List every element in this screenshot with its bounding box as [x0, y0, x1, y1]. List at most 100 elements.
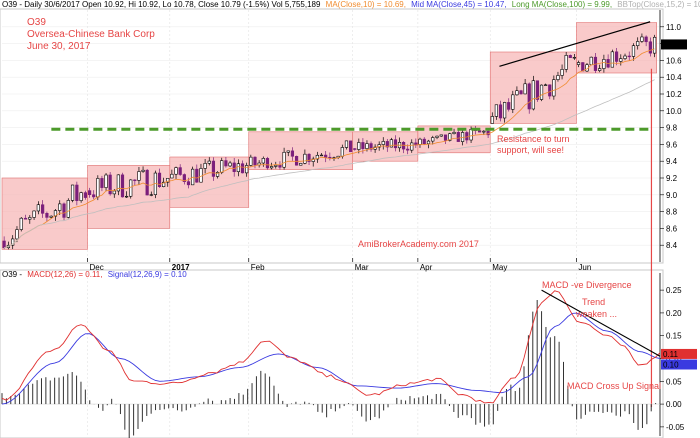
candle-body: [41, 204, 45, 214]
candle-body: [560, 69, 564, 76]
price-header-ma10: MA(Close,10) = 10.69,: [326, 0, 406, 9]
macd-header-prefix: O39 -: [2, 270, 22, 279]
candle-body: [503, 102, 507, 119]
candle-body: [170, 173, 174, 179]
trend-note-1: Trend: [582, 297, 605, 307]
last-price-tag: [661, 39, 687, 50]
macd-header-signal: Signal(12,26,9) = 0.10: [108, 270, 187, 279]
candle-body: [576, 62, 581, 65]
candle-body: [70, 184, 75, 201]
price-xtick-label: May: [492, 263, 507, 272]
candle-body: [186, 181, 191, 186]
candle-body: [544, 84, 548, 86]
price-xtick-label: Mar: [355, 263, 369, 272]
watermark: AmiBrokerAcademy.com 2017: [358, 239, 479, 249]
price-ytick-label: 10.0: [666, 107, 682, 116]
candle-body: [36, 204, 40, 212]
candle-body: [236, 163, 240, 172]
candle-body: [307, 153, 311, 162]
candle-body: [328, 156, 332, 159]
signal-value-label: 0.10: [663, 361, 679, 370]
candle-body: [311, 158, 315, 162]
candle-body: [357, 142, 361, 150]
candle-body: [116, 174, 120, 192]
candle-body: [389, 139, 393, 148]
price-header-prefix: O39 - Daily 30/6/2017 Open 10.92, Hi 10.…: [2, 0, 321, 9]
candle-body: [602, 59, 606, 69]
candle-body: [120, 174, 125, 198]
candle-body: [344, 140, 349, 148]
candle-body: [11, 238, 15, 246]
macd-ytick-label: -0.05: [666, 423, 685, 432]
candle-body: [581, 62, 585, 72]
candle-body: [477, 130, 482, 133]
candle-body: [28, 217, 32, 220]
candle-body: [652, 36, 657, 54]
candle-body: [75, 184, 79, 201]
price-ytick-label: 9.4: [666, 157, 678, 166]
candle-body: [361, 142, 365, 149]
candle-body: [129, 179, 133, 197]
price-xtick-label: Feb: [251, 263, 265, 272]
candle-body: [108, 174, 112, 195]
candle-body: [535, 80, 540, 100]
candle-body: [92, 194, 96, 198]
candle-body: [418, 138, 422, 145]
price-xtick-label: 2017: [172, 263, 190, 272]
candle-body: [87, 190, 92, 196]
candle-body: [340, 147, 344, 157]
candle-body: [232, 162, 236, 172]
signal-line: [1, 312, 661, 405]
candle-body: [58, 203, 62, 211]
candle-body: [45, 213, 49, 218]
candle-body: [568, 55, 572, 58]
candle-body: [494, 104, 498, 117]
signal-value-tag: [661, 359, 697, 370]
price-xtick-label: Apr: [420, 263, 433, 272]
price-xtick-label: Dec: [90, 263, 104, 272]
resistance-note-2: support, will see!: [497, 145, 564, 155]
candle-body: [274, 164, 278, 167]
candle-body: [149, 194, 153, 196]
macd-value-label: 0.11: [663, 350, 679, 359]
candle-body: [224, 160, 228, 167]
macd-panel: [0, 269, 664, 438]
price-ytick-label: 9.2: [666, 174, 678, 183]
candle-body: [2, 240, 6, 249]
candle-body: [589, 56, 593, 66]
candle-body: [104, 174, 108, 188]
candle-body: [303, 153, 307, 164]
ma-short-line: [3, 48, 655, 249]
candle-body: [490, 116, 494, 124]
candle-body: [469, 128, 473, 141]
candle-body: [631, 45, 636, 57]
ma-long-line: [3, 79, 655, 249]
candle-body: [465, 132, 469, 141]
candle-body: [349, 140, 353, 153]
candle-body: [315, 154, 319, 160]
candle-body: [435, 135, 439, 138]
candle-body: [353, 148, 357, 150]
date-label: June 30, 2017: [27, 41, 91, 52]
candle-body: [253, 156, 257, 166]
macd-layer: -0.050.000.050.100.150.200.250.110.10: [1, 273, 697, 438]
candle-body: [422, 138, 426, 145]
candle-body: [527, 83, 531, 110]
resistance-trendline: [499, 21, 651, 67]
candle-body: [294, 155, 299, 166]
candle-body: [548, 84, 552, 97]
candle-body: [240, 163, 245, 174]
macd-ytick-label: 0.15: [666, 332, 682, 341]
resistance-note-1: Resistance to turn: [497, 134, 570, 144]
last-price-label: 10.79: [663, 40, 684, 49]
candle-body: [199, 168, 203, 183]
candle-body: [66, 200, 70, 218]
candle-body: [278, 164, 282, 168]
macd-value-tag: [661, 348, 697, 359]
macd-ytick-label: 0.10: [666, 355, 682, 364]
price-xtick-label: Jun: [578, 263, 591, 272]
candle-body: [319, 154, 324, 157]
candle-body: [220, 160, 224, 173]
price-header-bb: BBTop(Close,15,2) = 10.89, BBBot(Close,1…: [617, 0, 700, 9]
